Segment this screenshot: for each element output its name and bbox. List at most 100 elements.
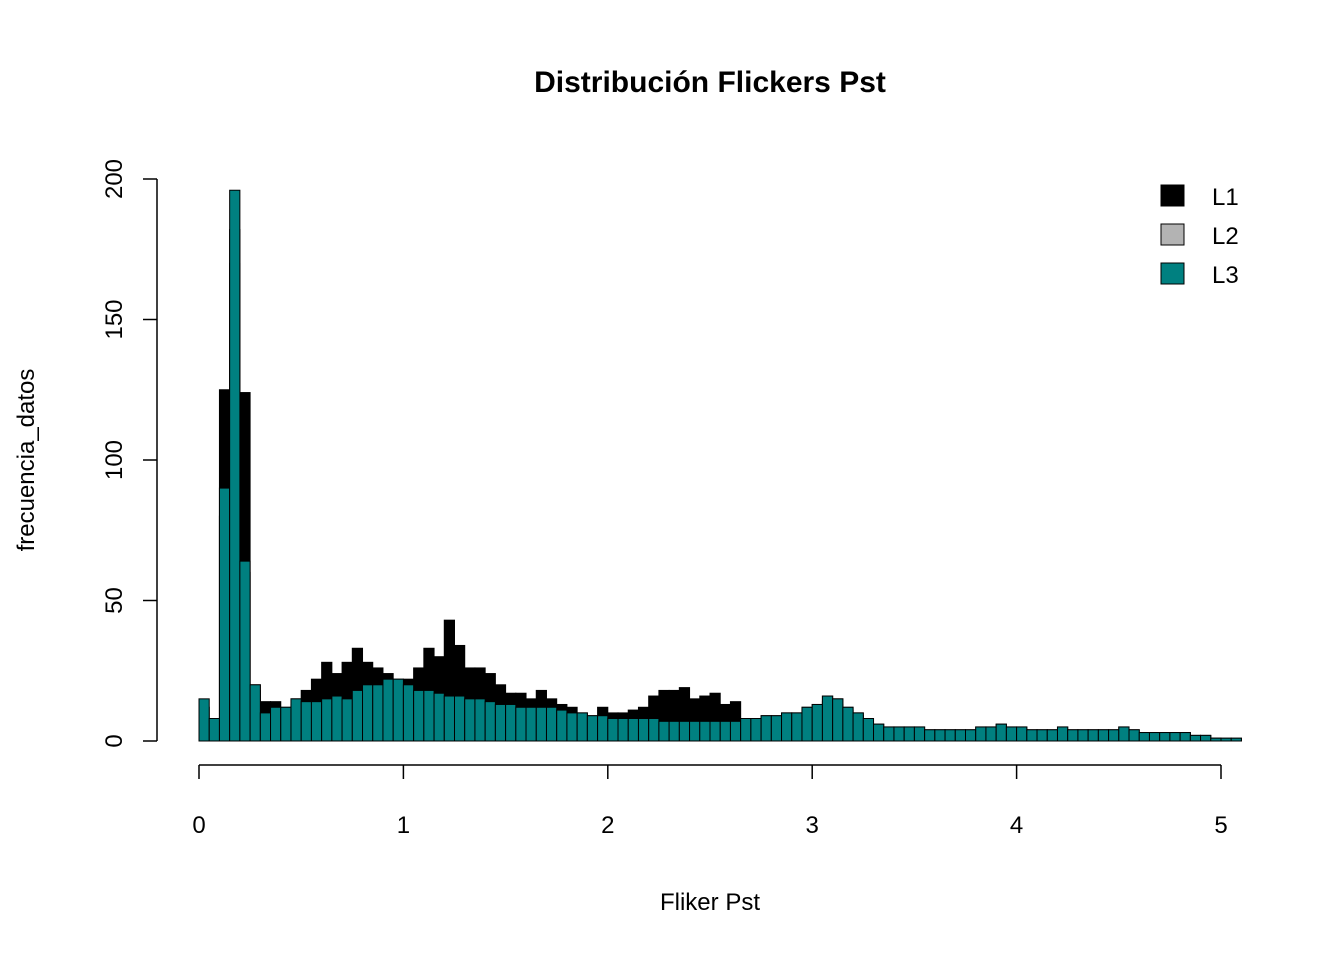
bar [1128,729,1140,742]
bar [423,689,435,742]
bar [280,706,292,742]
bar [648,718,660,742]
bar [392,678,404,742]
bar [740,718,752,742]
bar [791,712,803,742]
bar [913,726,926,742]
bar [934,729,946,742]
bar [975,726,987,742]
bar [259,712,272,742]
bar [883,726,895,742]
legend-swatch [1160,223,1185,246]
bar [1220,737,1232,742]
legend-swatch [1160,184,1185,207]
bar [689,720,701,742]
x-tick-label: 1 [397,812,410,839]
bar [893,726,905,742]
bar [965,729,977,742]
bar [433,692,445,742]
bar [505,703,517,742]
bar [944,729,956,742]
bar [1108,729,1120,742]
bar [1200,734,1212,742]
bar [1005,726,1018,742]
bar [1056,726,1069,742]
bar [535,706,547,742]
bar [678,720,691,742]
bar [811,703,823,742]
bar [290,698,302,742]
x-axis-label: Fliker Pst [660,889,760,916]
bar [617,718,629,742]
bars [198,189,1242,742]
bar [372,684,384,742]
bar [1077,729,1089,742]
y-tick-label: 150 [101,299,128,339]
bar [1016,726,1028,742]
bar [760,715,772,742]
bar [658,720,670,742]
bar [249,684,261,742]
bar [750,718,762,742]
bar [709,720,721,742]
bar [781,712,793,742]
bar [985,726,997,742]
bar [362,684,374,742]
bar [954,729,967,742]
x-tick-label: 2 [601,812,614,839]
bar [995,723,1007,742]
bar [494,703,507,742]
bar [1087,729,1099,742]
bar [218,487,231,742]
bar [198,698,210,742]
bar [1026,729,1038,742]
legend-label: L3 [1212,262,1239,289]
bar [1230,737,1242,742]
bar [873,723,885,742]
bar [351,689,364,742]
bar [1210,737,1222,742]
bar [597,715,609,742]
bar [1036,729,1048,742]
bar [464,698,476,742]
bar [229,189,241,742]
bar [443,695,455,742]
bar [1067,729,1079,742]
bar [1179,732,1191,742]
y-tick-label: 0 [101,734,128,747]
bar [576,712,588,742]
bar [821,695,834,742]
x-tick-label: 3 [806,812,819,839]
bar [566,712,578,742]
bar [699,720,711,742]
bar [1159,732,1171,742]
bar [903,726,915,742]
x-tick-label: 5 [1214,812,1227,839]
bar [270,706,282,742]
bar [1046,729,1058,742]
bar [402,684,415,742]
x-tick-label: 0 [192,812,205,839]
bar [525,706,537,742]
bar [382,678,394,742]
y-axis-label: frecuencia_datos [13,369,40,552]
bar [239,560,251,742]
y-tick-label: 50 [101,587,128,614]
bar [1189,734,1202,742]
chart-title: Distribución Flickers Pst [534,66,886,99]
x-tick-label: 4 [1010,812,1023,839]
bar [1138,732,1150,742]
bar [832,698,844,742]
y-tick-label: 100 [101,440,128,480]
bar [1148,732,1161,742]
bar [1097,729,1110,742]
bar [924,729,936,742]
legend-swatch [1160,262,1185,285]
legend-label: L1 [1212,184,1239,211]
legend-label: L2 [1212,223,1239,250]
bar [484,701,496,742]
bar [515,706,527,742]
bar [413,689,425,742]
bar [310,701,323,742]
